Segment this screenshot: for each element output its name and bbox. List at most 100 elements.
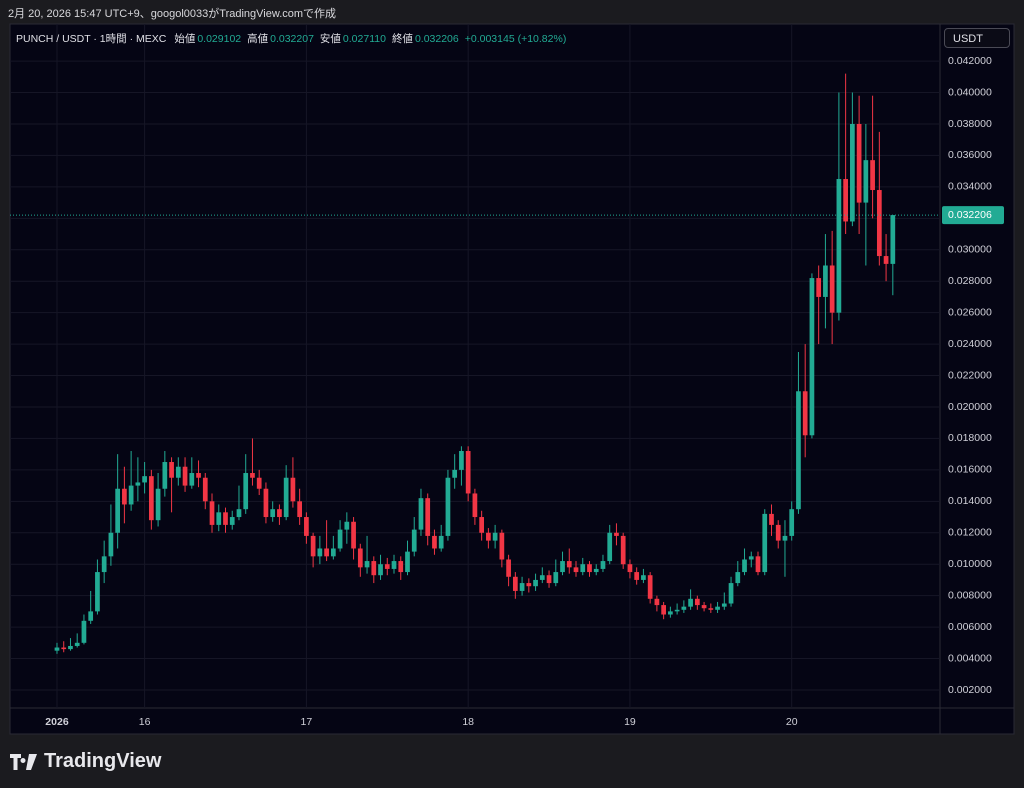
candle-body — [108, 532, 114, 557]
candle-body — [701, 605, 707, 609]
ohlc-value: 0.027110 — [342, 33, 386, 45]
candle-body — [573, 567, 579, 573]
candle-body — [330, 548, 336, 557]
x-tick-label: 16 — [139, 716, 151, 728]
candle-body — [54, 647, 60, 651]
candle-body — [465, 451, 471, 494]
candle-body — [668, 611, 673, 615]
candle-body — [196, 473, 201, 478]
candle-body — [209, 501, 215, 525]
candle-body — [607, 532, 613, 562]
symbol-title: PUNCH / USDT · 1時間 · MEXC — [16, 33, 167, 45]
candle-body — [735, 572, 741, 584]
y-tick-label: 0.002000 — [948, 684, 992, 696]
candle-body — [600, 561, 606, 569]
candle-body — [95, 572, 100, 612]
candle-body — [270, 509, 276, 518]
candle-body — [223, 512, 228, 525]
candle-body — [256, 477, 262, 489]
candle-body — [836, 179, 842, 313]
candle-body — [856, 123, 862, 203]
candle-body — [182, 466, 188, 486]
y-tick-label: 0.034000 — [948, 181, 992, 193]
candle-body — [135, 482, 141, 486]
candle-body — [283, 477, 289, 518]
candle-body — [782, 535, 788, 541]
candle-body — [560, 561, 565, 573]
candle-body — [61, 647, 67, 650]
candle-body — [816, 278, 822, 297]
candle-body — [438, 535, 444, 549]
candle-body — [378, 564, 383, 576]
candle-body — [627, 564, 633, 573]
ohlc-value: 0.032207 — [270, 33, 314, 45]
candle-body — [823, 265, 828, 297]
candle-body — [641, 575, 646, 580]
candle-body — [775, 524, 781, 541]
candle-body — [789, 509, 795, 536]
x-tick-label: 2026 — [45, 716, 69, 728]
candle-body — [566, 561, 572, 568]
candle-body — [169, 462, 174, 478]
candle-body — [506, 559, 511, 577]
candle-body — [357, 548, 363, 568]
candle-body — [290, 477, 296, 502]
y-tick-label: 0.004000 — [948, 652, 992, 664]
candle-body — [829, 265, 835, 313]
candle-body — [769, 513, 774, 525]
candle-body — [802, 391, 808, 436]
ohlc-label: 安値 — [319, 33, 341, 45]
candle-body — [398, 561, 404, 573]
candle-body — [351, 521, 356, 549]
y-tick-label: 0.026000 — [948, 306, 992, 318]
candle-body — [593, 568, 599, 573]
candle-body — [250, 473, 255, 478]
candle-body — [317, 548, 323, 557]
y-tick-label: 0.040000 — [948, 86, 992, 98]
last-price-label: 0.032206 — [948, 209, 992, 221]
currency-button[interactable]: USDT — [944, 28, 1010, 48]
candle-body — [384, 564, 390, 569]
candle-body — [142, 476, 147, 483]
candle-body — [445, 477, 451, 536]
candle-body — [634, 572, 640, 580]
candle-body — [890, 215, 896, 264]
candle-body — [148, 476, 154, 521]
candle-body — [472, 493, 478, 518]
last-price-tag — [942, 206, 1004, 225]
candle-body — [492, 532, 498, 541]
candle-body — [863, 160, 869, 203]
candle-body — [68, 645, 73, 650]
candle-body — [870, 160, 875, 191]
ohlc-label: 始値 — [174, 33, 196, 45]
candle-body — [101, 556, 107, 573]
candle-body — [614, 532, 619, 536]
candle-body — [115, 488, 121, 533]
y-tick-label: 0.020000 — [948, 401, 992, 413]
y-tick-label: 0.010000 — [948, 558, 992, 570]
y-tick-label: 0.036000 — [948, 149, 992, 161]
brand-name: TradingView — [44, 750, 162, 772]
candle-body — [486, 532, 491, 541]
y-tick-label: 0.006000 — [948, 621, 992, 633]
candle-body — [809, 278, 815, 436]
x-tick-label: 19 — [624, 716, 636, 728]
legend: PUNCH / USDT · 1時間 · MEXC 始値 0.029102 高値 0.0… — [16, 31, 572, 46]
candle-body — [843, 179, 848, 222]
y-tick-label: 0.022000 — [948, 369, 992, 381]
y-tick-label: 0.038000 — [948, 118, 992, 130]
candle-body — [512, 576, 518, 591]
candle-body — [122, 488, 127, 505]
candle-body — [175, 466, 181, 478]
candle-body — [310, 535, 316, 557]
candle-body — [155, 488, 161, 521]
chart-frame — [9, 23, 1015, 735]
candle-body — [236, 509, 242, 518]
candle-body — [762, 513, 768, 573]
caption: 2月 20, 2026 15:47 UTC+9、googol0033がTradi… — [8, 8, 337, 20]
candle-body — [883, 256, 889, 264]
x-tick-label: 17 — [301, 716, 313, 728]
ohlc-label: 終値 — [391, 33, 413, 45]
candle-body — [452, 469, 458, 478]
candle-body — [708, 608, 714, 610]
